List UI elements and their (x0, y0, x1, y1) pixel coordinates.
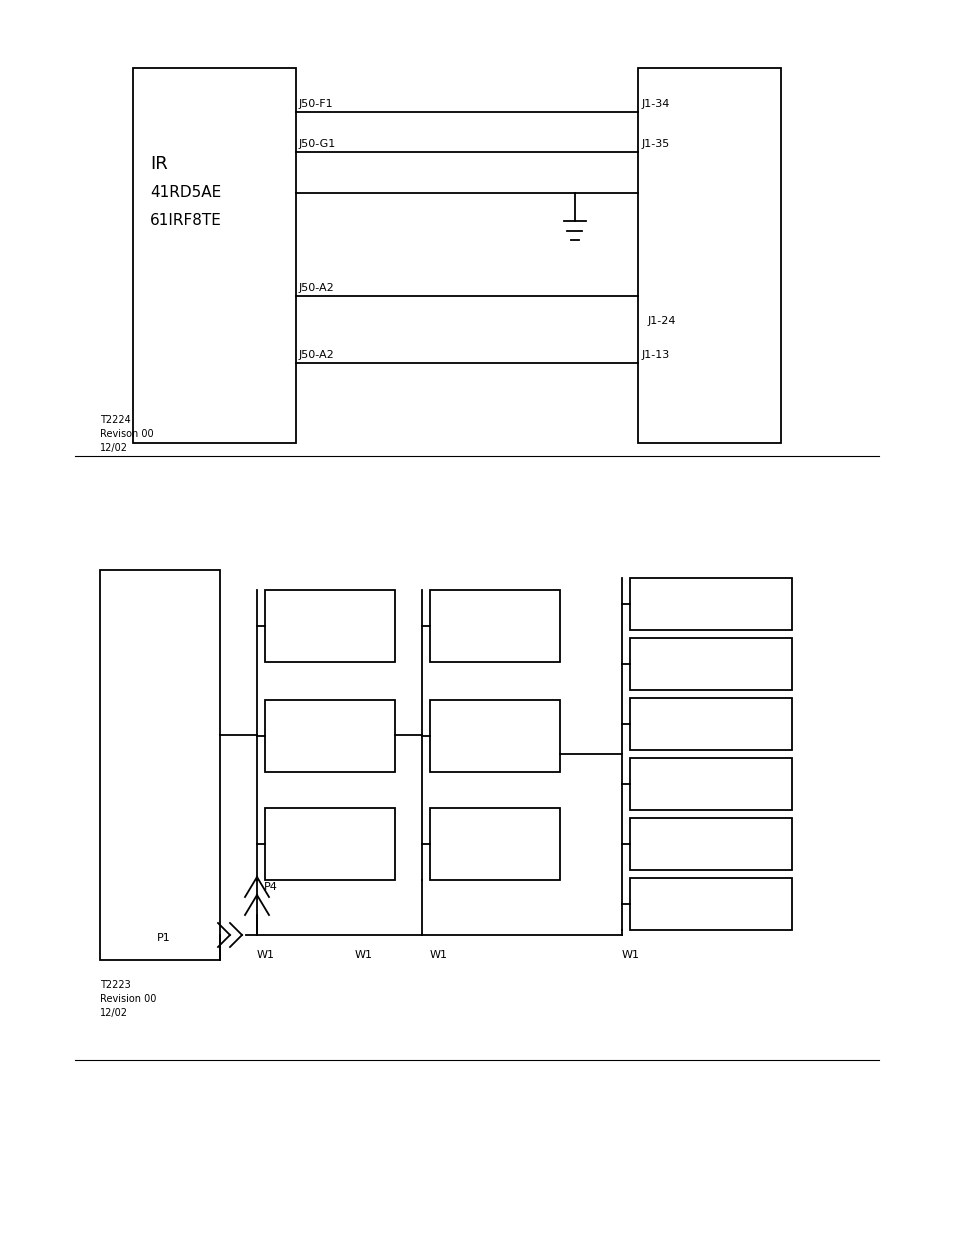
Bar (629, 878, 791, 930)
Text: 41RD5AE: 41RD5AE (150, 185, 221, 200)
Text: T2224
Revison 00
12/02: T2224 Revison 00 12/02 (100, 415, 153, 453)
Text: P1: P1 (157, 932, 171, 944)
Bar (638, 68, 781, 443)
Bar (430, 590, 559, 662)
Bar (265, 808, 395, 881)
Bar (629, 698, 791, 750)
Text: J50-G1: J50-G1 (298, 140, 335, 149)
Text: W1: W1 (355, 950, 373, 960)
Text: 61IRF8TE: 61IRF8TE (150, 212, 222, 228)
Text: P4: P4 (264, 882, 277, 892)
Text: J50-A2: J50-A2 (298, 283, 335, 293)
Text: J50-F1: J50-F1 (298, 99, 334, 109)
Text: W1: W1 (430, 950, 448, 960)
Bar (430, 700, 559, 772)
Text: J1-34: J1-34 (641, 99, 670, 109)
Text: IR: IR (150, 156, 168, 173)
Text: W1: W1 (256, 950, 274, 960)
Bar (629, 578, 791, 630)
Bar (132, 68, 295, 443)
Bar (265, 590, 395, 662)
Text: J1-13: J1-13 (641, 350, 670, 359)
Bar (430, 808, 559, 881)
Text: W1: W1 (621, 950, 639, 960)
Bar (629, 758, 791, 810)
Text: J50-A2: J50-A2 (298, 350, 335, 359)
Bar (629, 638, 791, 690)
Text: J1-24: J1-24 (647, 316, 676, 326)
Bar (100, 571, 220, 960)
Bar (629, 818, 791, 869)
Text: T2223
Revision 00
12/02: T2223 Revision 00 12/02 (100, 981, 156, 1018)
Text: J1-35: J1-35 (641, 140, 670, 149)
Bar (265, 700, 395, 772)
